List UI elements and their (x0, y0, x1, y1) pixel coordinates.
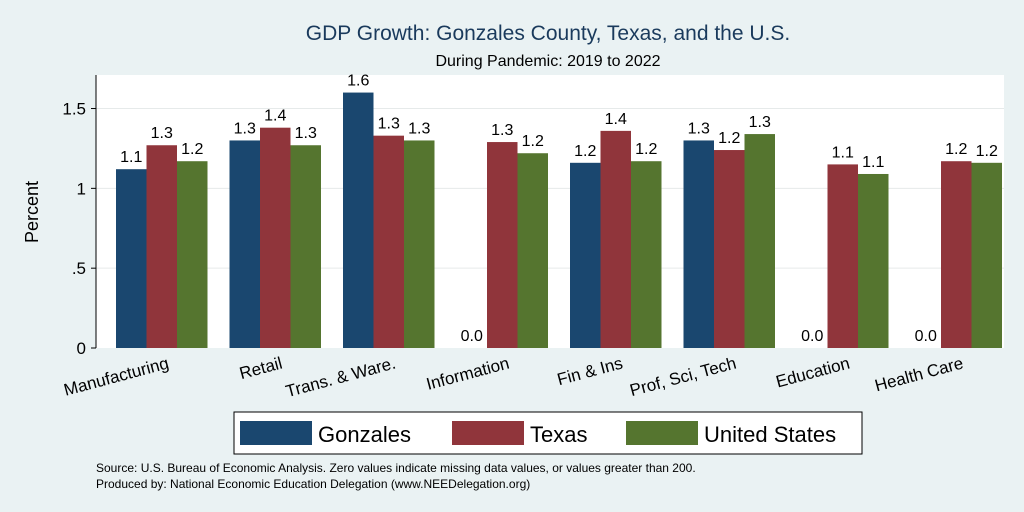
chart-subtitle: During Pandemic: 2019 to 2022 (435, 53, 660, 70)
category-label: Education (774, 354, 852, 392)
bar-texas (941, 161, 972, 348)
chart-title: GDP Growth: Gonzales County, Texas, and … (306, 22, 790, 45)
bar-united-states (858, 173, 889, 348)
y-tick-label: 1.5 (62, 100, 86, 119)
bar-united-states (517, 153, 548, 348)
bar-texas (373, 135, 404, 348)
category-label: Prof, Sci, Tech (628, 354, 738, 401)
bar-gonzales (343, 92, 374, 348)
data-labels: 1.1 1.3 1.2 1.3 1.4 1.3 1.6 1.3 1.3 0.0 1.3 1.2 1.2 1… (120, 73, 998, 345)
legend-box (233, 411, 863, 455)
y-tick-label: 0 (77, 339, 86, 358)
data-label: 1.2 (945, 141, 967, 158)
data-label: 1.2 (976, 143, 998, 160)
bar-gonzales (229, 140, 260, 348)
bar-texas (600, 130, 631, 348)
data-label: 0.0 (801, 328, 823, 345)
data-label: 1.1 (832, 144, 854, 161)
legend: Gonzales Texas United States (233, 411, 863, 455)
data-label: 1.1 (120, 149, 142, 166)
category-label: Retail (237, 354, 284, 384)
legend-label: Texas (530, 422, 587, 447)
y-tick-label: 1 (77, 179, 86, 198)
data-label: 1.3 (234, 120, 256, 137)
y-axis: 0 .5 1 1.5 (62, 100, 96, 358)
bar-texas (827, 164, 858, 348)
bar-texas (714, 150, 745, 348)
bar-gonzales (570, 162, 601, 348)
data-label: 1.2 (635, 141, 657, 158)
data-label: 1.2 (522, 133, 544, 150)
data-label: 1.6 (347, 73, 369, 90)
bar-texas (260, 127, 291, 349)
bar-united-states (631, 161, 662, 348)
bar-united-states (290, 145, 321, 348)
data-label: 1.1 (862, 154, 884, 171)
data-label: 1.3 (378, 116, 400, 133)
bar-texas (487, 142, 518, 348)
data-label: 1.4 (605, 111, 627, 128)
source-note: Source: U.S. Bureau of Economic Analysis… (96, 461, 696, 475)
y-axis-label: Percent (22, 181, 42, 243)
data-label: 1.2 (718, 130, 740, 147)
bar-gonzales (683, 140, 714, 348)
category-label: Fin & Ins (555, 354, 625, 390)
data-label: 1.3 (749, 114, 771, 131)
bar-gonzales (116, 169, 147, 348)
data-label: 1.2 (574, 143, 596, 160)
data-label: 0.0 (461, 328, 483, 345)
x-axis: Manufacturing Retail Trans. & Ware. Informa… (62, 354, 965, 402)
category-label: Information (424, 354, 511, 394)
y-tick-label: .5 (72, 259, 86, 278)
data-label: 1.3 (408, 120, 430, 137)
category-label: Manufacturing (62, 354, 171, 400)
data-label: 1.4 (264, 108, 286, 125)
bar-united-states (744, 134, 775, 348)
legend-swatch (452, 421, 524, 445)
legend-swatch (626, 421, 698, 445)
bars (116, 92, 1002, 349)
data-label: 1.2 (181, 141, 203, 158)
legend-label: United States (704, 422, 836, 447)
data-label: 1.3 (151, 125, 173, 142)
category-label: Trans. & Ware. (284, 354, 398, 402)
legend-label: Gonzales (318, 422, 411, 447)
bar-united-states (177, 161, 208, 348)
category-label: Health Care (873, 354, 966, 396)
data-label: 1.3 (688, 120, 710, 137)
data-label: 0.0 (915, 328, 937, 345)
data-label: 1.3 (491, 122, 513, 139)
legend-swatch (240, 421, 312, 445)
data-label: 1.3 (295, 125, 317, 142)
produced-by-note: Produced by: National Economic Education… (96, 477, 530, 491)
bar-united-states (404, 140, 435, 348)
bar-united-states (971, 162, 1002, 348)
bar-texas (146, 145, 177, 348)
